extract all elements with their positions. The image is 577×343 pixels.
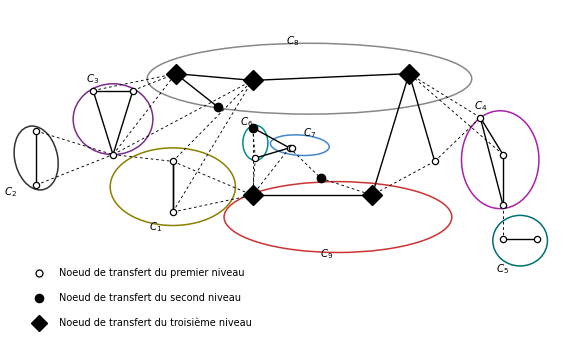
- Text: $C_{4}$: $C_{4}$: [474, 99, 487, 113]
- Text: $C_{6}$: $C_{6}$: [240, 116, 253, 129]
- Text: $C_{5}$: $C_{5}$: [496, 262, 509, 276]
- Text: $C_{2}$: $C_{2}$: [4, 185, 17, 199]
- Text: $C_{1}$: $C_{1}$: [149, 220, 162, 234]
- Text: $C_{8}$: $C_{8}$: [286, 35, 299, 48]
- Text: Noeud de transfert du troisième niveau: Noeud de transfert du troisième niveau: [59, 318, 252, 328]
- Text: Noeud de transfert du second niveau: Noeud de transfert du second niveau: [59, 293, 241, 303]
- Text: $C_{3}$: $C_{3}$: [87, 72, 100, 86]
- Text: $C_{9}$: $C_{9}$: [320, 247, 334, 261]
- Text: $C_{7}$: $C_{7}$: [303, 126, 316, 140]
- Text: Noeud de transfert du premier niveau: Noeud de transfert du premier niveau: [59, 268, 245, 278]
